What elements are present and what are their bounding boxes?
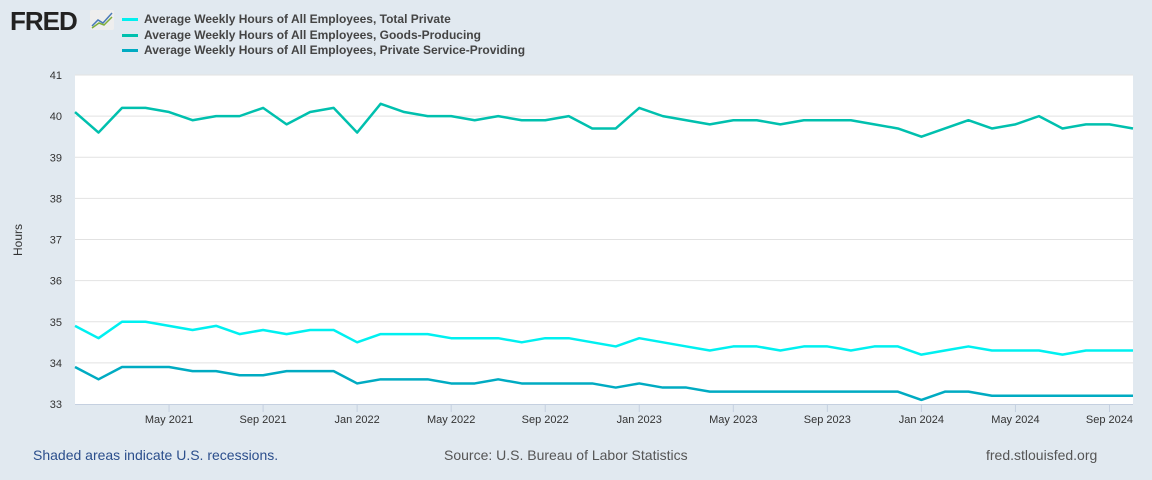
site-link[interactable]: fred.stlouisfed.org xyxy=(986,447,1098,463)
fred-logo[interactable]: FRED xyxy=(10,6,78,37)
y-tick-label: 40 xyxy=(50,111,62,123)
chart-logo-icon xyxy=(90,10,114,30)
x-tick-label: May 2021 xyxy=(145,414,193,426)
x-tick-label: Sep 2024 xyxy=(1086,414,1133,426)
x-tick-label: Jan 2023 xyxy=(617,414,662,426)
legend-label: Average Weekly Hours of All Employees, G… xyxy=(144,28,481,42)
y-tick-label: 33 xyxy=(50,399,62,411)
x-tick-label: Jan 2024 xyxy=(899,414,944,426)
legend-item-goods-producing[interactable]: Average Weekly Hours of All Employees, G… xyxy=(122,28,481,42)
x-tick-label: Jan 2022 xyxy=(335,414,380,426)
x-tick-label: May 2023 xyxy=(709,414,757,426)
line-chart: 33 34 35 36 37 38 39 40 41 May 2021 Sep 2021 Jan 20… xyxy=(11,70,1134,426)
legend-swatch xyxy=(122,33,138,37)
series-line-1[interactable] xyxy=(74,102,1134,138)
legend-item-service-providing[interactable]: Average Weekly Hours of All Employees, P… xyxy=(122,43,525,57)
legend-label: Average Weekly Hours of All Employees, T… xyxy=(144,12,451,26)
y-tick-label: 37 xyxy=(50,235,62,247)
x-tick-label: Sep 2021 xyxy=(240,414,287,426)
y-axis-label: Hours xyxy=(11,224,25,256)
y-tick-label: 35 xyxy=(50,317,62,329)
series-line-0[interactable] xyxy=(74,320,1133,356)
y-tick-label: 39 xyxy=(50,152,62,164)
x-tick-label: May 2024 xyxy=(991,414,1039,426)
legend-swatch xyxy=(122,17,138,21)
y-tick-label: 41 xyxy=(50,70,62,82)
legend-item-total-private[interactable]: Average Weekly Hours of All Employees, T… xyxy=(122,12,451,26)
legend-swatch xyxy=(122,48,138,52)
x-tick-label: May 2022 xyxy=(427,414,475,426)
y-tick-label: 38 xyxy=(50,193,62,205)
y-tick-label: 34 xyxy=(50,358,62,370)
x-tick-label: Sep 2023 xyxy=(804,414,851,426)
legend-label: Average Weekly Hours of All Employees, P… xyxy=(144,43,526,57)
y-tick-label: 36 xyxy=(50,276,62,288)
recession-note: Shaded areas indicate U.S. recessions. xyxy=(33,447,279,463)
logo-text: FRED xyxy=(10,6,78,36)
x-tick-label: Sep 2022 xyxy=(522,414,569,426)
source-note: Source: U.S. Bureau of Labor Statistics xyxy=(444,447,688,463)
series-line-2[interactable] xyxy=(74,365,1133,402)
